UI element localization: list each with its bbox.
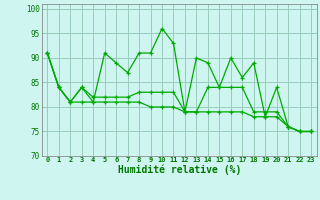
X-axis label: Humidité relative (%): Humidité relative (%) <box>117 165 241 175</box>
